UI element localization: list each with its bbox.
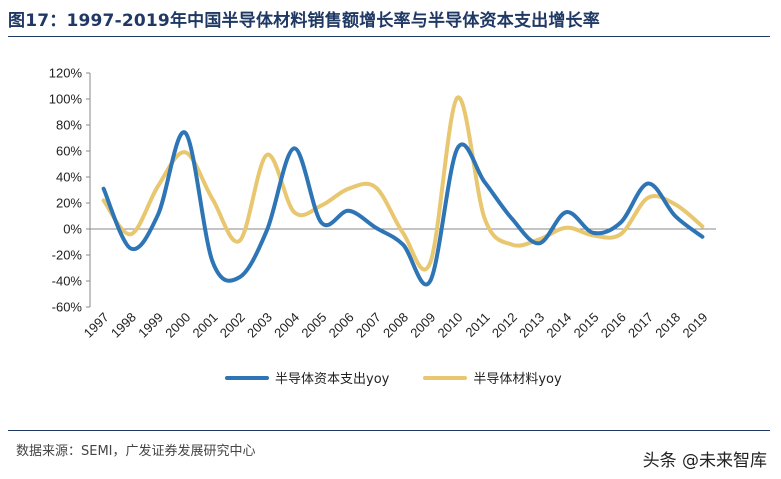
legend-label-materials: 半导体材料yoy [473,372,562,387]
y-tick-labels: 120% 100% 80% 60% 40% 20% 0% -20% -40% -60% [49,66,90,315]
series-line-materials [101,95,705,272]
x-tick-label: 2002 [217,310,248,341]
y-tick-label: 60% [56,144,82,159]
x-tick-label: 2001 [190,310,221,341]
source-note: 数据来源：SEMI，广发证券发展研究中心 [16,444,256,459]
x-tick-label: 2005 [298,310,329,341]
series-line-capex [101,130,705,287]
legend-item-capex: 半导体资本支出yoy [225,368,389,387]
x-tick-label: 2000 [162,310,193,341]
y-tick-label: 40% [56,170,82,185]
x-tick-label: 2004 [271,310,302,341]
x-tick-label: 2014 [543,310,574,341]
chart-axes [89,73,716,307]
y-tick-label: 20% [56,196,82,211]
x-tick-label: 2010 [434,310,465,341]
y-tick-label: 0% [63,222,82,237]
y-tick-label: 100% [49,92,83,107]
x-tick-label: 2007 [353,310,384,341]
x-tick-label: 1998 [108,310,139,341]
y-tick-label: -60% [52,300,83,315]
y-tick-label: 80% [56,118,82,133]
line-chart: 120%100%80%60%40%20%0%-20%-40%-60% 19971… [49,66,716,341]
x-tick-label: 2017 [625,310,656,341]
x-tick-label: 2018 [652,310,683,341]
x-tick-label: 2012 [489,310,520,341]
title-divider [8,36,770,37]
x-tick-label: 1997 [81,310,112,341]
x-tick-label: 2016 [598,310,629,341]
legend-item-materials: 半导体材料yoy [423,368,562,387]
x-tick-label: 2013 [516,310,547,341]
legend-swatch-capex [225,375,269,380]
y-tick-label: -40% [52,274,83,289]
x-tick-label: 2019 [679,310,710,341]
x-tick-labels: 1997199819992000200120022003200420052006… [81,310,711,341]
x-tick-label: 2003 [244,310,275,341]
legend-label-capex: 半导体资本支出yoy [275,372,390,387]
x-tick-label: 2011 [462,310,492,340]
figure-title: 图17：1997-2019年中国半导体材料销售额增长率与半导体资本支出增长率 [8,11,600,31]
y-tick-label: 120% [49,66,83,81]
x-tick-label: 2009 [407,310,438,341]
x-tick-label: 2008 [380,310,411,341]
legend-swatch-materials [423,375,468,380]
chart-legend: 半导体资本支出yoy 半导体材料yoy [225,368,596,387]
x-tick-label: 2006 [326,310,357,341]
y-tick-label: -20% [52,248,83,263]
series-lines [101,95,705,287]
x-tick-label: 1999 [135,310,166,341]
source-divider [8,430,770,431]
watermark: 头条 @未来智库 [642,451,767,471]
x-tick-label: 2015 [571,310,602,341]
